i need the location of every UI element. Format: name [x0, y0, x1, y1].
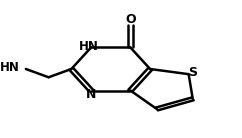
Text: N: N: [86, 88, 96, 101]
Text: S: S: [189, 66, 197, 79]
Text: HN: HN: [0, 61, 19, 74]
Text: HN: HN: [79, 40, 99, 53]
Text: O: O: [125, 13, 136, 26]
